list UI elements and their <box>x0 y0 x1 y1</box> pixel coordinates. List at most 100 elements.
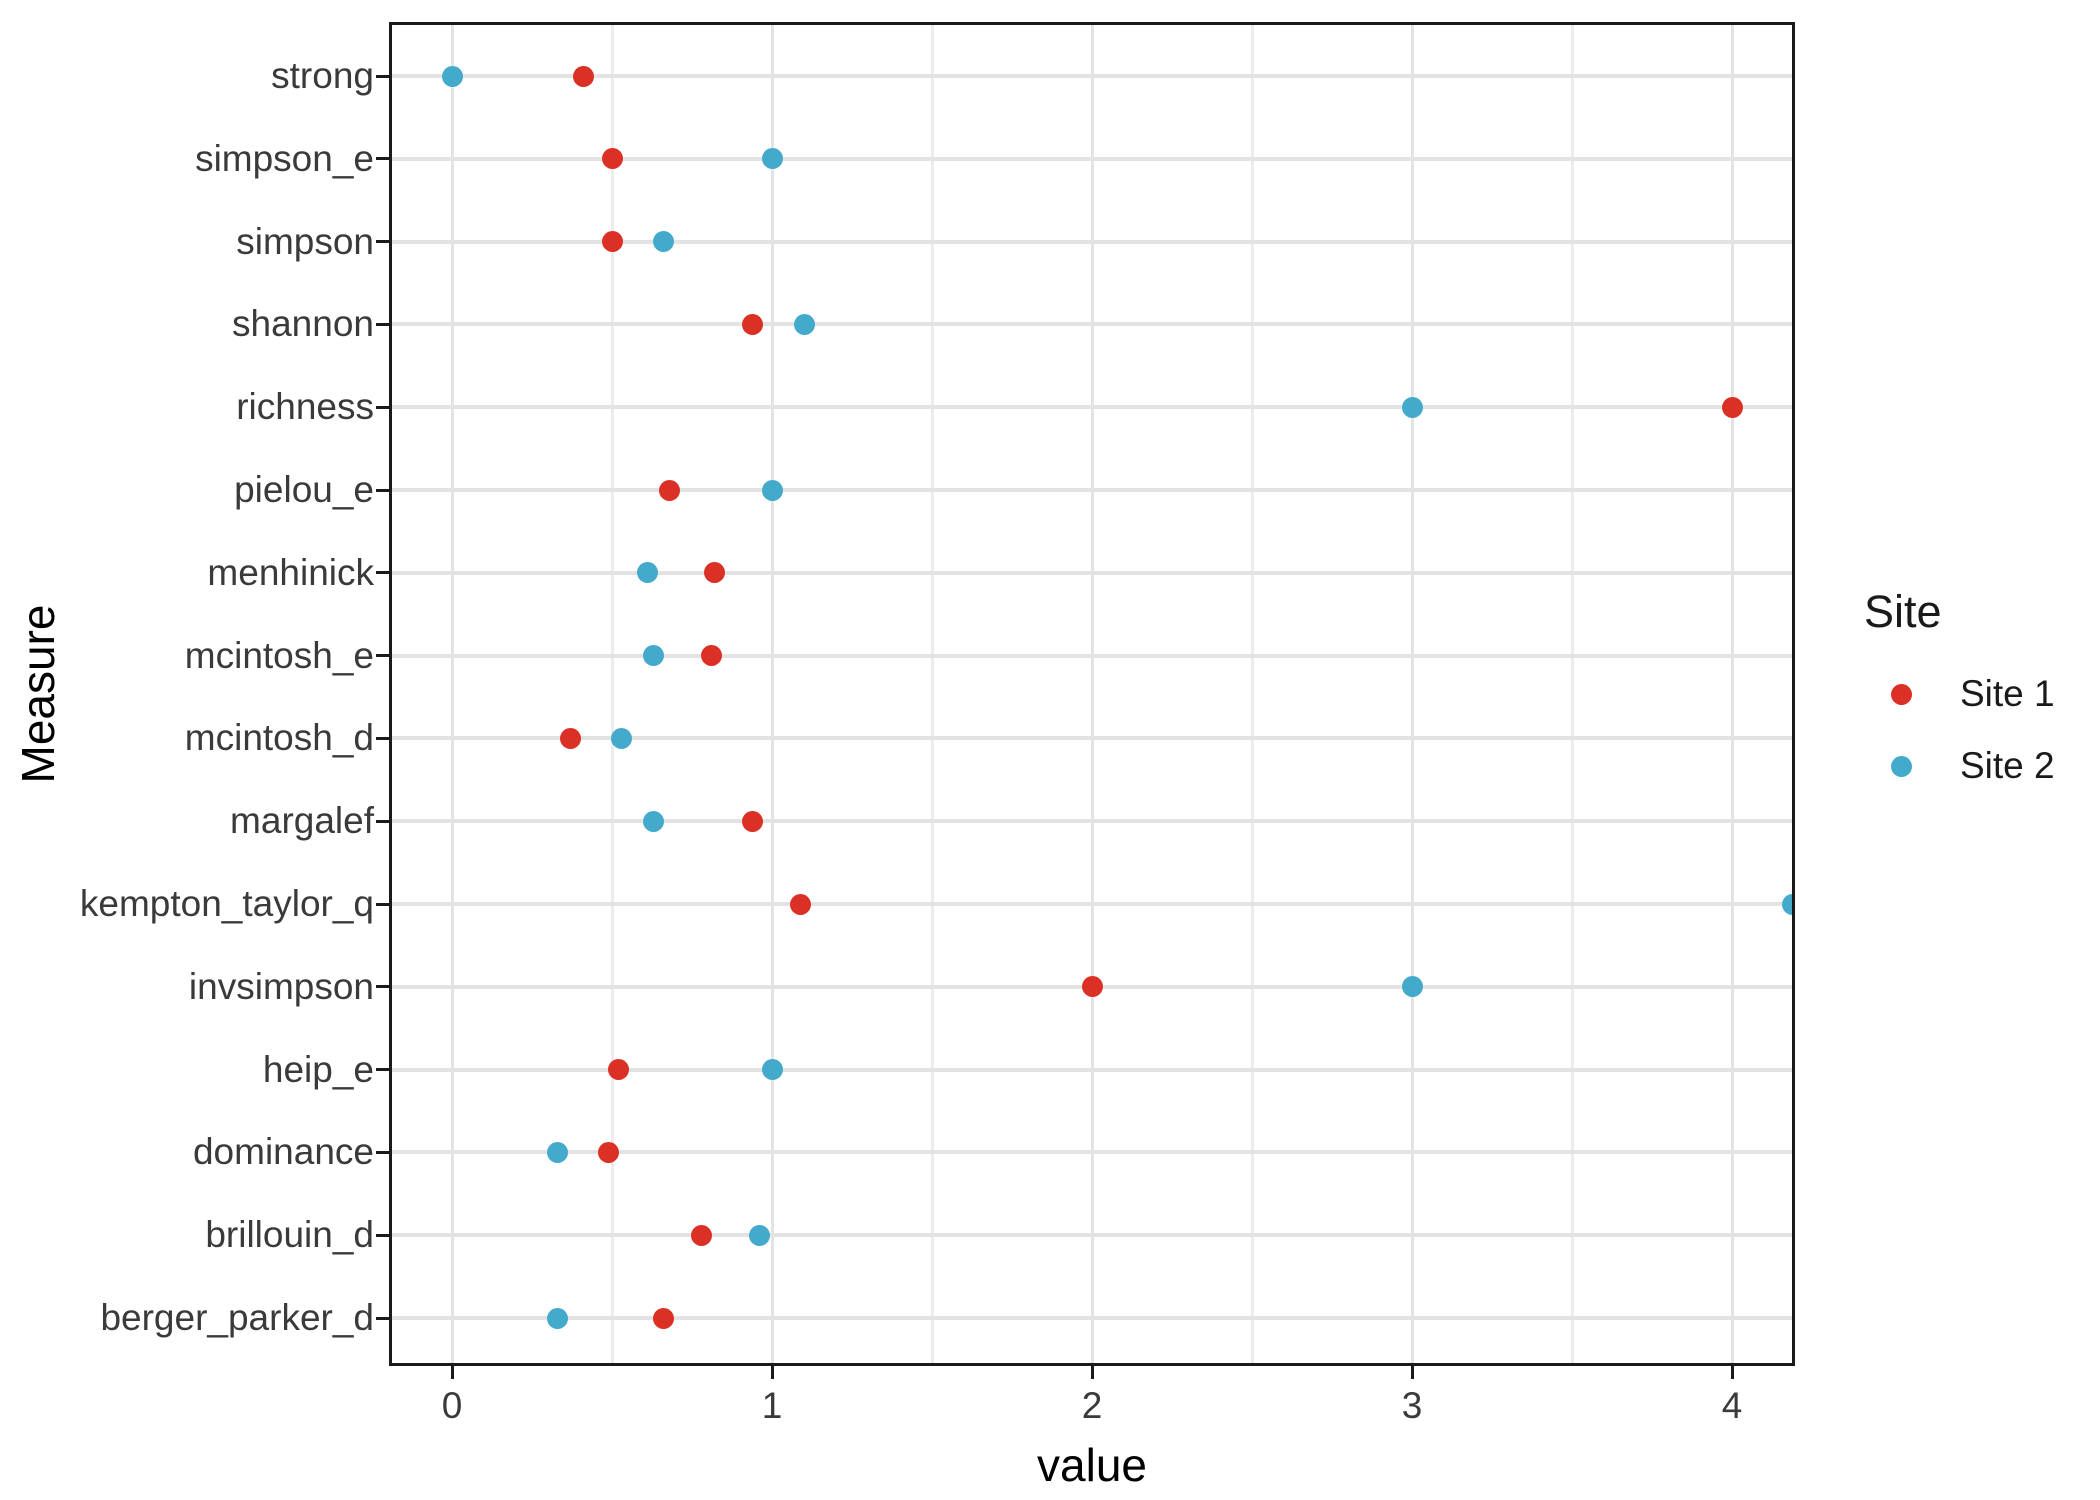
gridline-row-brillouin-d <box>392 1233 1792 1238</box>
x-tick-4 <box>1730 1366 1734 1379</box>
legend-swatch-site-1 <box>1891 683 1912 705</box>
y-tick-mcintosh-d <box>376 736 389 740</box>
point-site-1-richness <box>1721 396 1743 418</box>
legend: Site Site 1 Site 2 <box>1864 588 2094 802</box>
x-axis-title: value <box>1037 1439 1147 1491</box>
y-tick-margalef <box>376 819 389 823</box>
x-tick-1 <box>770 1366 774 1379</box>
gridline-row-kempton-taylor-q <box>392 902 1792 906</box>
y-tick-label-simpson: simpson <box>236 220 374 262</box>
point-site-1-berger-parker-d <box>652 1307 674 1329</box>
minor-gridline-x-2-5 <box>1250 25 1254 1363</box>
point-site-2-simpson-e <box>761 148 783 170</box>
gridline-row-richness <box>392 405 1792 410</box>
y-tick-label-invsimpson: invsimpson <box>188 965 374 1007</box>
x-tick-2 <box>1090 1366 1094 1379</box>
point-site-2-mcintosh-e <box>643 645 665 667</box>
x-tick-label-1: 1 <box>761 1385 783 1426</box>
y-tick-brillouin-d <box>376 1233 389 1237</box>
point-site-1-kempton-taylor-q <box>790 893 812 915</box>
y-tick-label-mcintosh-d: mcintosh_d <box>184 717 374 759</box>
y-tick-label-shannon: shannon <box>232 303 374 345</box>
point-site-2-mcintosh-d <box>611 727 633 749</box>
point-site-2-strong <box>441 65 463 87</box>
point-site-2-brillouin-d <box>748 1224 770 1246</box>
gridline-row-shannon <box>392 322 1792 327</box>
x-tick-label-2: 2 <box>1081 1385 1103 1426</box>
point-site-1-margalef <box>742 810 764 832</box>
gridline-row-menhinick <box>392 570 1792 575</box>
y-tick-label-margalef: margalef <box>230 800 374 842</box>
minor-gridline-x-3-5 <box>1570 25 1574 1363</box>
major-gridline-x-0 <box>450 25 454 1363</box>
legend-label-site-1: Site 1 <box>1960 673 2055 714</box>
point-site-1-shannon <box>742 313 764 335</box>
gridline-row-strong <box>392 74 1792 78</box>
y-tick-label-richness: richness <box>236 386 374 428</box>
point-site-1-strong <box>572 65 594 87</box>
gridline-row-dominance <box>392 1150 1792 1155</box>
gridline-row-simpson-e <box>392 156 1792 161</box>
point-site-2-berger-parker-d <box>547 1307 569 1329</box>
major-gridline-x-3 <box>1410 25 1414 1363</box>
y-tick-label-dominance: dominance <box>192 1131 374 1173</box>
gridline-row-simpson <box>392 239 1792 244</box>
plot-panel <box>389 22 1795 1366</box>
point-site-2-simpson <box>652 231 674 253</box>
point-site-2-pielou-e <box>761 479 783 501</box>
y-tick-label-simpson-e: simpson_e <box>195 137 374 179</box>
y-tick-label-mcintosh-e: mcintosh_e <box>184 634 374 676</box>
major-gridline-x-1 <box>770 25 774 1363</box>
legend-entry-site-1: Site 1 <box>1864 658 2094 730</box>
x-tick-label-4: 4 <box>1721 1385 1743 1426</box>
y-tick-berger-parker-d <box>376 1316 389 1320</box>
point-site-1-menhinick <box>703 562 725 584</box>
point-site-1-mcintosh-d <box>559 727 581 749</box>
point-site-2-margalef <box>643 810 665 832</box>
x-tick-label-3: 3 <box>1401 1385 1423 1426</box>
gridline-row-mcintosh-e <box>392 653 1792 658</box>
y-tick-label-pielou-e: pielou_e <box>234 469 374 510</box>
point-site-1-simpson <box>601 231 623 253</box>
legend-entry-site-2: Site 2 <box>1864 730 2094 802</box>
point-site-2-dominance <box>547 1141 569 1163</box>
gridline-row-berger-parker-d <box>392 1316 1792 1320</box>
y-tick-shannon <box>376 322 389 326</box>
x-tick-label-0: 0 <box>441 1385 463 1426</box>
y-tick-dominance <box>376 1150 389 1154</box>
gridline-row-margalef <box>392 819 1792 824</box>
point-site-1-mcintosh-e <box>700 645 722 667</box>
point-site-1-brillouin-d <box>691 1224 713 1246</box>
point-site-2-kempton-taylor-q <box>1782 893 1792 915</box>
y-tick-label-heip-e: heip_e <box>262 1048 374 1090</box>
legend-title: Site <box>1864 586 1942 637</box>
y-tick-simpson-e <box>376 157 389 161</box>
point-site-2-richness <box>1401 396 1423 418</box>
legend-label-site-2: Site 2 <box>1960 745 2055 786</box>
y-tick-simpson <box>376 240 389 244</box>
major-gridline-x-4 <box>1730 25 1734 1363</box>
gridline-row-mcintosh-d <box>392 736 1792 741</box>
y-tick-label-menhinick: menhinick <box>207 551 374 593</box>
y-tick-label-kempton-taylor-q: kempton_taylor_q <box>79 883 374 924</box>
point-site-1-heip-e <box>607 1059 629 1081</box>
point-site-1-dominance <box>598 1141 620 1163</box>
y-tick-menhinick <box>376 571 389 575</box>
y-tick-label-brillouin-d: brillouin_d <box>205 1214 374 1256</box>
y-tick-mcintosh-e <box>376 654 389 658</box>
point-site-2-invsimpson <box>1401 976 1423 998</box>
y-tick-kempton-taylor-q <box>376 902 389 906</box>
point-site-1-invsimpson <box>1081 976 1103 998</box>
x-tick-3 <box>1410 1366 1414 1379</box>
y-axis-title: Measure <box>12 604 64 784</box>
gridline-row-pielou-e <box>392 488 1792 492</box>
y-tick-richness <box>376 405 389 409</box>
legend-entries: Site 1 Site 2 <box>1864 658 2094 802</box>
y-tick-heip-e <box>376 1068 389 1072</box>
y-tick-label-berger-parker-d: berger_parker_d <box>100 1297 374 1338</box>
y-tick-strong <box>376 74 389 78</box>
minor-gridline-x-0-5 <box>610 25 614 1363</box>
x-tick-0 <box>450 1366 454 1379</box>
point-site-1-simpson-e <box>601 148 623 170</box>
y-tick-invsimpson <box>376 985 389 989</box>
